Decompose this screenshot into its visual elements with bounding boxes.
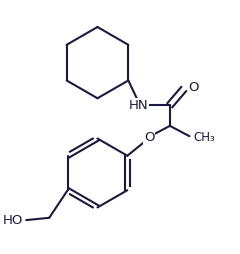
Text: HO: HO <box>2 214 23 227</box>
Text: CH₃: CH₃ <box>193 131 215 144</box>
Text: O: O <box>144 131 155 144</box>
Text: O: O <box>188 82 198 94</box>
Text: HN: HN <box>129 99 148 112</box>
